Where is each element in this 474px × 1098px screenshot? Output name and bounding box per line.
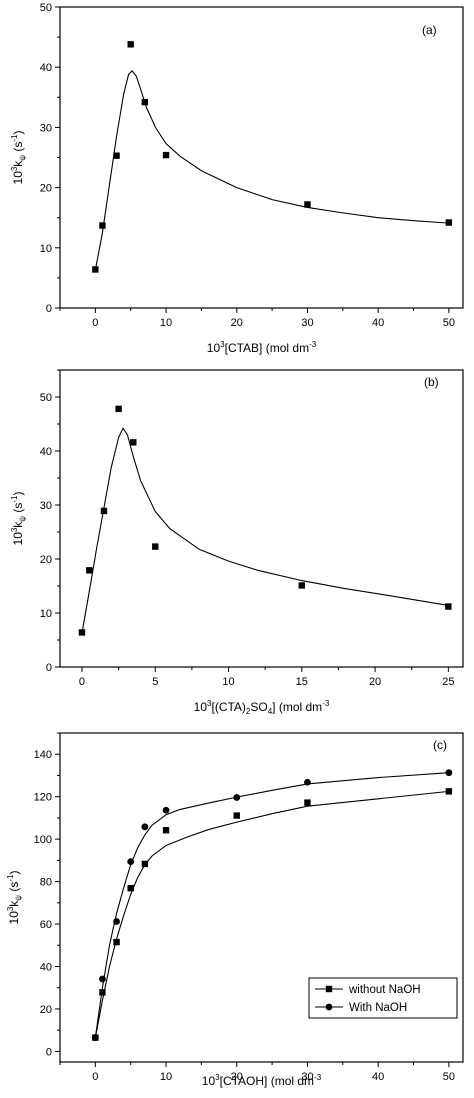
x-tick-label: 20 [231,317,243,329]
y-tick-label: 40 [40,961,52,973]
data-point-circle [99,975,106,983]
data-point-square [233,812,240,819]
x-axis-label: 103[CTAB] (mol dm-3 [207,340,317,355]
data-point-square [113,152,120,159]
x-tick-label: 20 [369,676,381,688]
data-point-circle [91,1034,99,1041]
data-point-square [141,98,149,106]
plot-frame [59,369,464,668]
y-tick-label: 120 [34,792,52,804]
legend-label: without NaOH [348,984,421,996]
y-tick-label: 10 [40,243,52,255]
x-tick-label: 10 [160,317,172,329]
y-tick-label: 30 [40,122,52,134]
y-tick-label: 30 [40,500,52,512]
x-tick-label: 40 [372,317,384,329]
x-axis-label: 103[(CTA)2SO4] (mol dm-3 [194,699,330,716]
data-point-circle [304,778,311,786]
chart-panel: 0 10 20 30 40 50 0 20 40 60 80 100 120 140 (c) 103[CTAO… [6,732,464,1088]
y-axis-label: 103kψ (s-1) [10,131,27,185]
y-tick-label: 50 [40,392,52,404]
x-tick-label: 10 [160,1071,172,1083]
data-point-square [445,219,453,226]
data-point-square [445,603,452,610]
y-tick-label: 0 [46,303,52,315]
plot-frame [59,6,464,309]
x-tick-label: 5 [152,676,158,688]
y-axis-label: 103kψ (s-1) [10,492,27,546]
data-point-square [99,989,106,996]
data-point-square [162,151,170,159]
y-axis-label: 103kψ (s-1) [6,871,23,925]
legend-label: With NaOH [349,1002,407,1014]
y-tick-label: 60 [40,919,52,931]
data-point-square [152,543,159,550]
fit-curve [81,427,449,634]
x-tick-label: 0 [92,317,98,329]
x-tick-label: 10 [222,676,234,688]
data-point-square [127,884,134,892]
data-point-square [115,405,122,413]
y-tick-label: 40 [40,62,52,74]
y-tick-label: 0 [46,1046,52,1058]
x-tick-label: 0 [79,676,85,688]
panel-label: (b) [424,375,439,389]
data-point-square [86,567,93,574]
x-tick-label: 20 [231,1071,243,1083]
data-point-circle [233,794,241,801]
y-tick-label: 100 [34,834,52,846]
data-point-square [100,507,108,515]
legend-marker-square [325,985,333,993]
data-point-circle [162,806,170,814]
fit-curve [94,69,449,271]
data-point-square [127,41,134,48]
x-tick-label: 30 [301,1071,313,1083]
data-point-square [92,266,99,273]
x-tick-label: 40 [372,1071,384,1083]
y-tick-label: 20 [40,554,52,566]
x-tick-label: 25 [442,676,454,688]
y-tick-label: 80 [40,877,52,889]
y-tick-label: 40 [40,446,52,458]
x-axis-label: 103[CTAOH] (mol dm-3 [202,1073,322,1088]
data-point-square [304,201,311,208]
fit-curve [94,790,449,1038]
data-point-circle [141,823,149,831]
data-point-circle [113,918,120,925]
x-tick-label: 50 [443,1071,455,1083]
data-point-circle [445,769,453,777]
data-point-square [304,799,311,806]
data-point-square [141,860,149,868]
data-point-square [113,938,120,946]
data-point-square [78,629,86,636]
data-point-square [99,222,106,229]
data-point-square [445,788,453,795]
x-tick-label: 15 [296,676,308,688]
x-tick-label: 50 [443,317,455,329]
legend: without NaOH With NaOH [308,977,458,1019]
y-tick-label: 140 [34,749,52,761]
y-tick-label: 20 [40,1004,52,1016]
y-tick-label: 20 [40,183,52,195]
y-tick-label: 50 [40,2,52,14]
panel-label: (c) [433,738,447,752]
chart-panel: 0 5 10 15 20 25 0 10 20 30 40 50 (b) 103[(CTA)2SO4] (… [10,369,464,716]
data-point-square [130,439,137,446]
data-point-square [162,827,170,834]
legend-marker-circle [325,1003,333,1011]
fit-curve [94,772,449,1038]
panel-label: (a) [422,23,437,37]
x-tick-label: 30 [301,317,313,329]
data-point-circle [127,858,135,866]
legend-box [308,977,458,1019]
y-tick-label: 0 [46,662,52,674]
chart-panel: 0 10 20 30 40 50 0 10 20 30 40 50 (a) 103[CTAB] (mol … [10,2,464,355]
data-point-square [298,582,305,589]
y-tick-label: 10 [40,608,52,620]
plot-frame [59,732,464,1063]
x-tick-label: 0 [92,1071,98,1083]
